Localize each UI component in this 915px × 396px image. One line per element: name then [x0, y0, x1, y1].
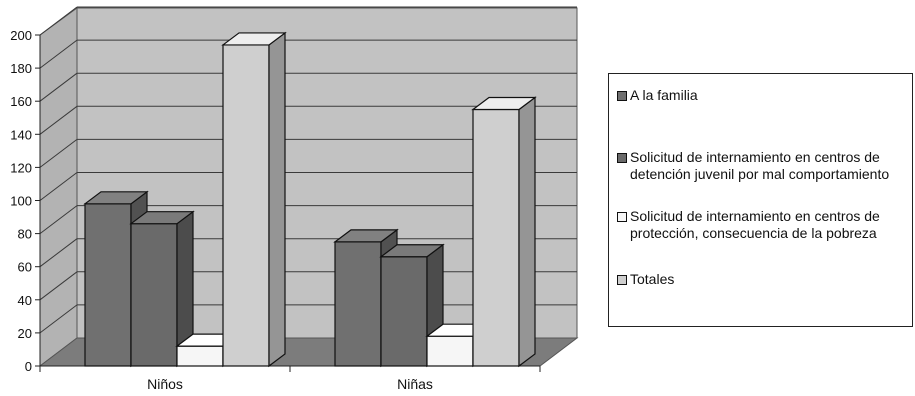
- gridline-side: [39, 304, 78, 334]
- bar-niñas-3: [471, 96, 537, 368]
- legend-item-totales: Totales: [617, 271, 907, 288]
- y-tick-label: 200: [10, 28, 32, 43]
- bar-front: [380, 256, 428, 367]
- bar-niños-3: [221, 31, 287, 368]
- bar-top: [221, 32, 287, 46]
- bar-top: [333, 229, 399, 243]
- y-tick-label: 120: [10, 160, 32, 175]
- legend-label: Totales: [630, 271, 675, 287]
- y-tick-label: 20: [18, 326, 32, 341]
- bar-front: [222, 44, 270, 367]
- y-tick-label: 160: [10, 94, 32, 109]
- gridline-side: [39, 39, 78, 69]
- bar-top: [471, 96, 537, 111]
- y-tick-label: 60: [18, 260, 32, 275]
- y-tick-label: 0: [25, 359, 32, 374]
- bar-niñas-1: [379, 243, 445, 368]
- bar-niños-1: [129, 210, 195, 368]
- legend-item-detencion: Solicitud de internamiento en centros de…: [617, 149, 907, 183]
- gridline-side: [39, 139, 78, 168]
- bar-front: [426, 335, 474, 367]
- bar-front: [84, 203, 132, 367]
- bar-front: [176, 345, 224, 367]
- legend-swatch-icon: [617, 91, 627, 101]
- legend-swatch-icon: [617, 212, 627, 222]
- bar-front: [334, 241, 382, 367]
- y-tick-label: 180: [10, 61, 32, 76]
- category-label-ninas: Niñas: [397, 376, 433, 392]
- x-axis-categories: Niños Niñas: [39, 366, 541, 392]
- gridline-side: [39, 105, 78, 135]
- bar-front: [130, 223, 178, 367]
- gridline-side: [39, 172, 78, 201]
- gridline-side: [39, 238, 78, 268]
- bar-side: [268, 31, 286, 368]
- category-label-ninos: Niños: [147, 376, 183, 392]
- legend-swatch-icon: [617, 275, 627, 285]
- legend-swatch-icon: [617, 153, 627, 163]
- legend-item-a-la-familia: A la familia: [617, 87, 907, 104]
- legend-label: Solicitud de internamiento en centros de…: [630, 208, 880, 241]
- y-axis-ticks: 0 20 40 60 80 100 120 140 160 180 200: [10, 28, 40, 374]
- bar-top: [129, 211, 195, 225]
- bar-top: [83, 191, 149, 205]
- gridline-side: [39, 271, 78, 301]
- gridline-side: [39, 6, 78, 36]
- y-tick-label: 140: [10, 127, 32, 142]
- bar-top: [379, 244, 445, 258]
- bar-side: [518, 96, 536, 368]
- y-tick-label: 80: [18, 227, 32, 242]
- y-tick-label: 100: [10, 194, 32, 209]
- legend-label: A la familia: [630, 87, 698, 103]
- y-tick-label: 40: [18, 293, 32, 308]
- legend-label: Solicitud de internamiento en centros de…: [630, 149, 890, 182]
- gridline-side: [39, 72, 78, 102]
- legend: A la familia Solicitud de internamiento …: [608, 73, 913, 327]
- bars: [83, 31, 537, 368]
- bar-front: [472, 108, 520, 367]
- gridline-side: [39, 205, 78, 234]
- legend-item-proteccion: Solicitud de internamiento en centros de…: [617, 208, 907, 242]
